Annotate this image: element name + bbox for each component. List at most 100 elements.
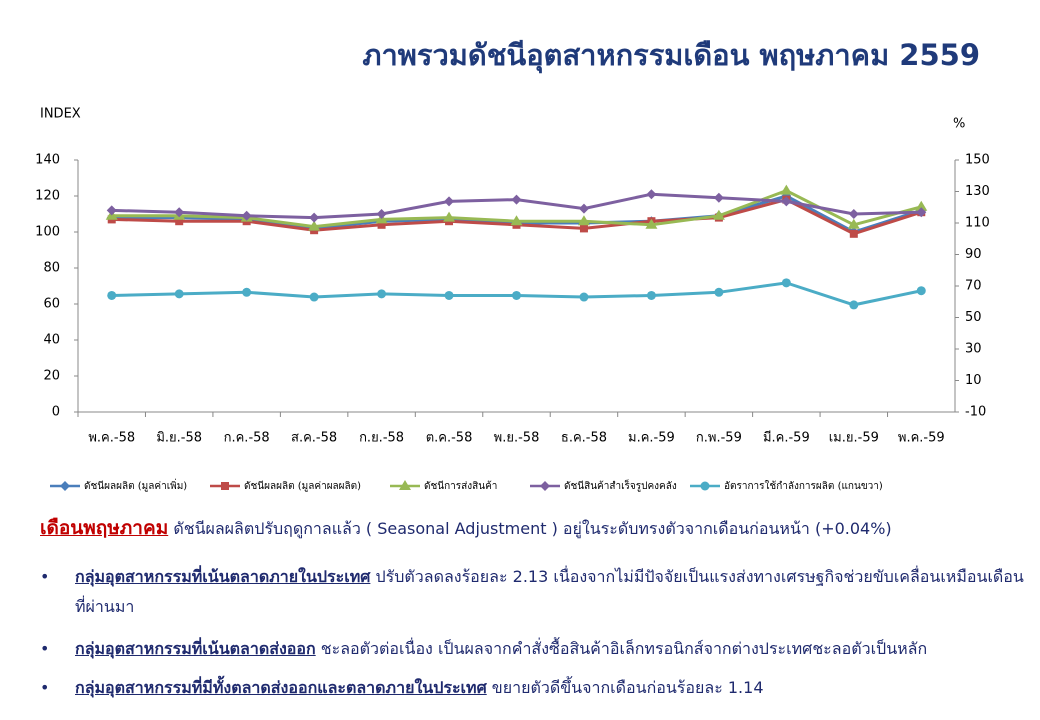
bullet: • กลุ่มอุตสาหกรรมที่เน้นตลาดส่งออก ชะลอตั… bbox=[40, 634, 1030, 664]
x-tick-label: มี.ค.-59 bbox=[763, 430, 810, 446]
legend-marker bbox=[221, 482, 229, 490]
legend-marker bbox=[399, 480, 411, 490]
x-tick-label: เม.ย.-59 bbox=[829, 431, 879, 446]
data-point bbox=[916, 286, 926, 296]
x-tick-label: ก.ค.-58 bbox=[224, 431, 270, 446]
x-tick-label: ก.พ.-59 bbox=[696, 431, 742, 446]
y2-tick-label: 90 bbox=[965, 247, 982, 262]
data-point bbox=[309, 292, 319, 302]
data-point bbox=[443, 211, 456, 222]
x-tick-label: มิ.ย.-58 bbox=[156, 431, 202, 446]
data-point bbox=[645, 218, 658, 229]
x-tick-label: ก.ย.-58 bbox=[359, 431, 404, 446]
bullet-label: กลุ่มอุตสาหกรรมที่เน้นตลาดส่งออก bbox=[75, 639, 316, 658]
data-point bbox=[780, 184, 793, 195]
data-point bbox=[309, 212, 320, 223]
data-point bbox=[713, 192, 724, 203]
slide-title: ภาพรวมดัชนีอุตสาหกรรมเดือน พฤษภาคม 2559 bbox=[362, 38, 980, 72]
data-point bbox=[241, 210, 252, 221]
data-point bbox=[646, 189, 657, 200]
legend-label: ดัชนีผลผลิต (มูลค่าผลผลิต) bbox=[244, 480, 361, 492]
data-point bbox=[714, 287, 724, 297]
data-point bbox=[849, 300, 859, 310]
data-point bbox=[174, 207, 185, 218]
y-tick-label: 80 bbox=[43, 261, 60, 276]
legend-marker bbox=[700, 481, 710, 491]
data-point bbox=[511, 194, 522, 205]
y-tick-label: 100 bbox=[35, 225, 60, 240]
y2-tick-label: 150 bbox=[965, 153, 990, 168]
data-point bbox=[107, 290, 117, 300]
data-point bbox=[444, 290, 454, 300]
data-point bbox=[175, 217, 184, 226]
y2-tick-label: 130 bbox=[965, 184, 990, 199]
bullet-label: กลุ่มอุตสาหกรรมที่เน้นตลาดภายในประเทศ bbox=[75, 567, 371, 586]
data-point bbox=[377, 289, 387, 299]
data-point bbox=[242, 287, 252, 297]
bullet-body: ขยายตัวดีขึ้นจากเดือนก่อนร้อยละ 1.14 bbox=[486, 678, 764, 697]
data-point bbox=[308, 220, 321, 231]
data-point bbox=[510, 215, 523, 226]
data-point bbox=[376, 209, 387, 219]
legend-label: ดัชนีผลผลิต (มูลค่าเพิ่ม) bbox=[84, 478, 187, 492]
data-point bbox=[646, 290, 656, 300]
data-point bbox=[512, 290, 521, 300]
data-point bbox=[847, 218, 860, 229]
y-tick-label: 40 bbox=[43, 333, 60, 348]
data-point bbox=[444, 196, 455, 207]
data-point bbox=[174, 289, 184, 299]
y-tick-label: 0 bbox=[52, 405, 60, 420]
bullet-dot: • bbox=[40, 639, 50, 658]
x-tick-label: พ.ค.-58 bbox=[88, 431, 135, 446]
y2-axis-label: % bbox=[953, 117, 965, 132]
legend-marker bbox=[540, 481, 550, 491]
y-tick-label: 20 bbox=[43, 369, 60, 384]
bullet-dot: • bbox=[40, 678, 50, 697]
y-tick-label: 60 bbox=[43, 297, 60, 312]
data-point bbox=[578, 203, 589, 214]
y2-tick-label: 110 bbox=[965, 216, 990, 231]
y-tick-label: 120 bbox=[35, 189, 60, 204]
data-point bbox=[106, 205, 117, 216]
legend-label: ดัชนีสินค้าสำเร็จรูปคงคลัง bbox=[564, 478, 677, 492]
bullet-dot: • bbox=[40, 567, 50, 586]
x-tick-label: พ.ค.-59 bbox=[898, 431, 945, 446]
y2-tick-label: 10 bbox=[965, 373, 982, 388]
data-point bbox=[712, 209, 725, 220]
bullet-text: กลุ่มอุตสาหกรรมที่เน้นตลาดส่งออก ชะลอตัว… bbox=[75, 634, 1030, 664]
y2-tick-label: 50 bbox=[965, 310, 982, 325]
lead-label: เดือนพฤษภาคม bbox=[40, 517, 169, 539]
lead-paragraph: เดือนพฤษภาคม ดัชนีผลผลิตปรับฤดูกาลแล้ว (… bbox=[40, 513, 1030, 544]
data-point bbox=[377, 220, 386, 229]
x-tick-label: ส.ค.-58 bbox=[291, 431, 337, 446]
bullet-body: ชะลอตัวต่อเนื่อง เป็นผลจากคำสั่งซื้อสินค… bbox=[315, 639, 928, 658]
x-tick-label: ธ.ค.-58 bbox=[561, 431, 607, 446]
x-tick-label: ม.ค.-59 bbox=[628, 431, 675, 446]
data-point bbox=[781, 278, 791, 288]
legend-marker bbox=[60, 481, 70, 491]
bullet-label: กลุ่มอุตสาหกรรมที่มีทั้งตลาดส่งออกและตลา… bbox=[75, 678, 487, 697]
y2-tick-label: 70 bbox=[965, 279, 982, 294]
y2-tick-label: -10 bbox=[965, 405, 986, 420]
legend-label: ดัชนีการส่งสินค้า bbox=[424, 480, 497, 492]
y-tick-label: 140 bbox=[35, 153, 60, 168]
data-point bbox=[577, 215, 590, 226]
data-point bbox=[915, 200, 928, 211]
y2-tick-label: 30 bbox=[965, 342, 982, 357]
lead-body: ดัชนีผลผลิตปรับฤดูกาลแล้ว ( Seasonal Adj… bbox=[173, 519, 892, 538]
data-point bbox=[781, 196, 792, 207]
bullet-text: กลุ่มอุตสาหกรรมที่มีทั้งตลาดส่งออกและตลา… bbox=[75, 673, 1030, 703]
data-point bbox=[848, 209, 859, 219]
chart: INDEX % 0 20 40 60 80 100 120 140 -10 10 30 50 70 90 1… bbox=[35, 107, 990, 493]
bullet-body: ปรับตัวลดลงร้อยละ 2.13 เนื่องจากไม่มีปัจ… bbox=[75, 567, 1024, 616]
x-tick-label: ต.ค.-58 bbox=[426, 431, 473, 446]
bullet: • กลุ่มอุตสาหกรรมที่มีทั้งตลาดส่งออกและตล… bbox=[40, 673, 1030, 703]
data-point bbox=[849, 229, 858, 238]
y-axis-label: INDEX bbox=[40, 107, 81, 122]
bullet-text: กลุ่มอุตสาหกรรมที่เน้นตลาดภายในประเทศ ปร… bbox=[75, 562, 1030, 622]
legend-label: อัตราการใช้กำลังการผลิต (แกนขวา) bbox=[724, 480, 883, 492]
bullet: • กลุ่มอุตสาหกรรมที่เน้นตลาดภายในประเทศ ป… bbox=[40, 562, 1030, 622]
data-point bbox=[579, 292, 589, 302]
data-point bbox=[579, 224, 588, 233]
